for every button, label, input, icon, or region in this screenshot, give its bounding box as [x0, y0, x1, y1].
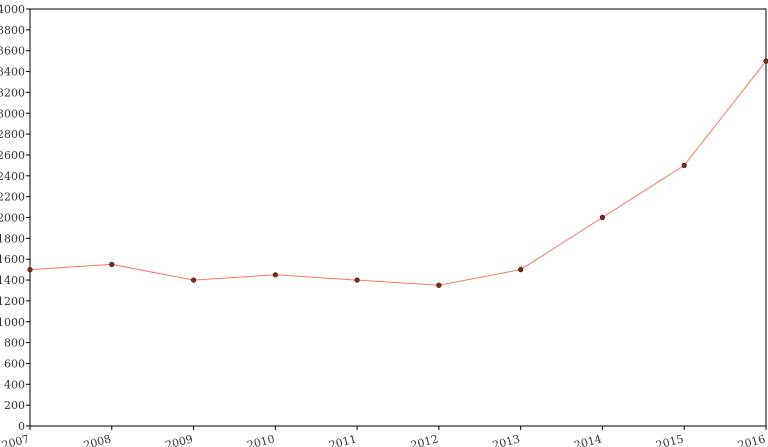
y-tick-label: 1600	[0, 253, 25, 266]
y-tick-label: 2600	[0, 149, 25, 162]
data-point	[681, 162, 687, 168]
x-tick-label: 2014	[573, 432, 603, 447]
x-tick-label: 2012	[409, 432, 439, 447]
data-point	[518, 267, 524, 273]
y-tick-label: 400	[4, 378, 25, 391]
y-tick-label: 800	[4, 337, 25, 350]
x-tick-label: 2016	[736, 432, 766, 447]
y-tick-label: 1400	[0, 274, 25, 287]
x-tick-label: 2010	[246, 432, 276, 447]
y-tick-label: 2400	[0, 170, 25, 183]
y-tick-label: 600	[4, 357, 25, 370]
y-tick-label: 4000	[0, 3, 25, 16]
y-tick-label: 2800	[0, 128, 25, 141]
data-point	[272, 272, 278, 278]
y-tick-label: 3200	[0, 86, 25, 99]
data-point	[354, 277, 360, 283]
y-tick-label: 3600	[0, 45, 25, 58]
data-point	[436, 282, 442, 288]
series-group	[27, 58, 768, 288]
y-tick-label: 0	[18, 420, 25, 433]
x-tick-label: 2008	[82, 432, 112, 447]
data-point	[599, 214, 606, 221]
data-point	[109, 261, 115, 268]
y-axis: 0 200 400 600 800 1000 1200 1400 1600 1800 2000 220…	[0, 3, 30, 433]
plot-area-border	[29, 8, 767, 427]
x-tick-label: 2007	[0, 432, 30, 447]
plot-frame	[29, 8, 767, 427]
x-axis: 2007 2008 2009 2010 2011 2012 2013 2014 2015 2016	[0, 426, 767, 447]
x-tick-label: 2009	[164, 432, 194, 447]
x-tick-label: 2011	[327, 432, 357, 447]
y-tick-label: 1000	[0, 316, 25, 329]
y-tick-label: 2200	[0, 191, 25, 204]
x-tick-label: 2013	[491, 432, 521, 447]
y-tick-label: 1200	[0, 295, 25, 308]
y-tick-label: 2000	[0, 212, 25, 225]
series-line	[29, 60, 767, 286]
data-point	[763, 58, 768, 64]
x-tick-label: 2015	[655, 432, 685, 447]
data-point	[190, 277, 197, 283]
y-tick-label: 200	[4, 399, 25, 412]
data-point	[27, 267, 33, 273]
y-tick-label: 3800	[0, 24, 25, 37]
y-tick-label: 3400	[0, 66, 25, 79]
y-tick-label: 1800	[0, 232, 25, 245]
y-tick-label: 3000	[0, 107, 25, 120]
